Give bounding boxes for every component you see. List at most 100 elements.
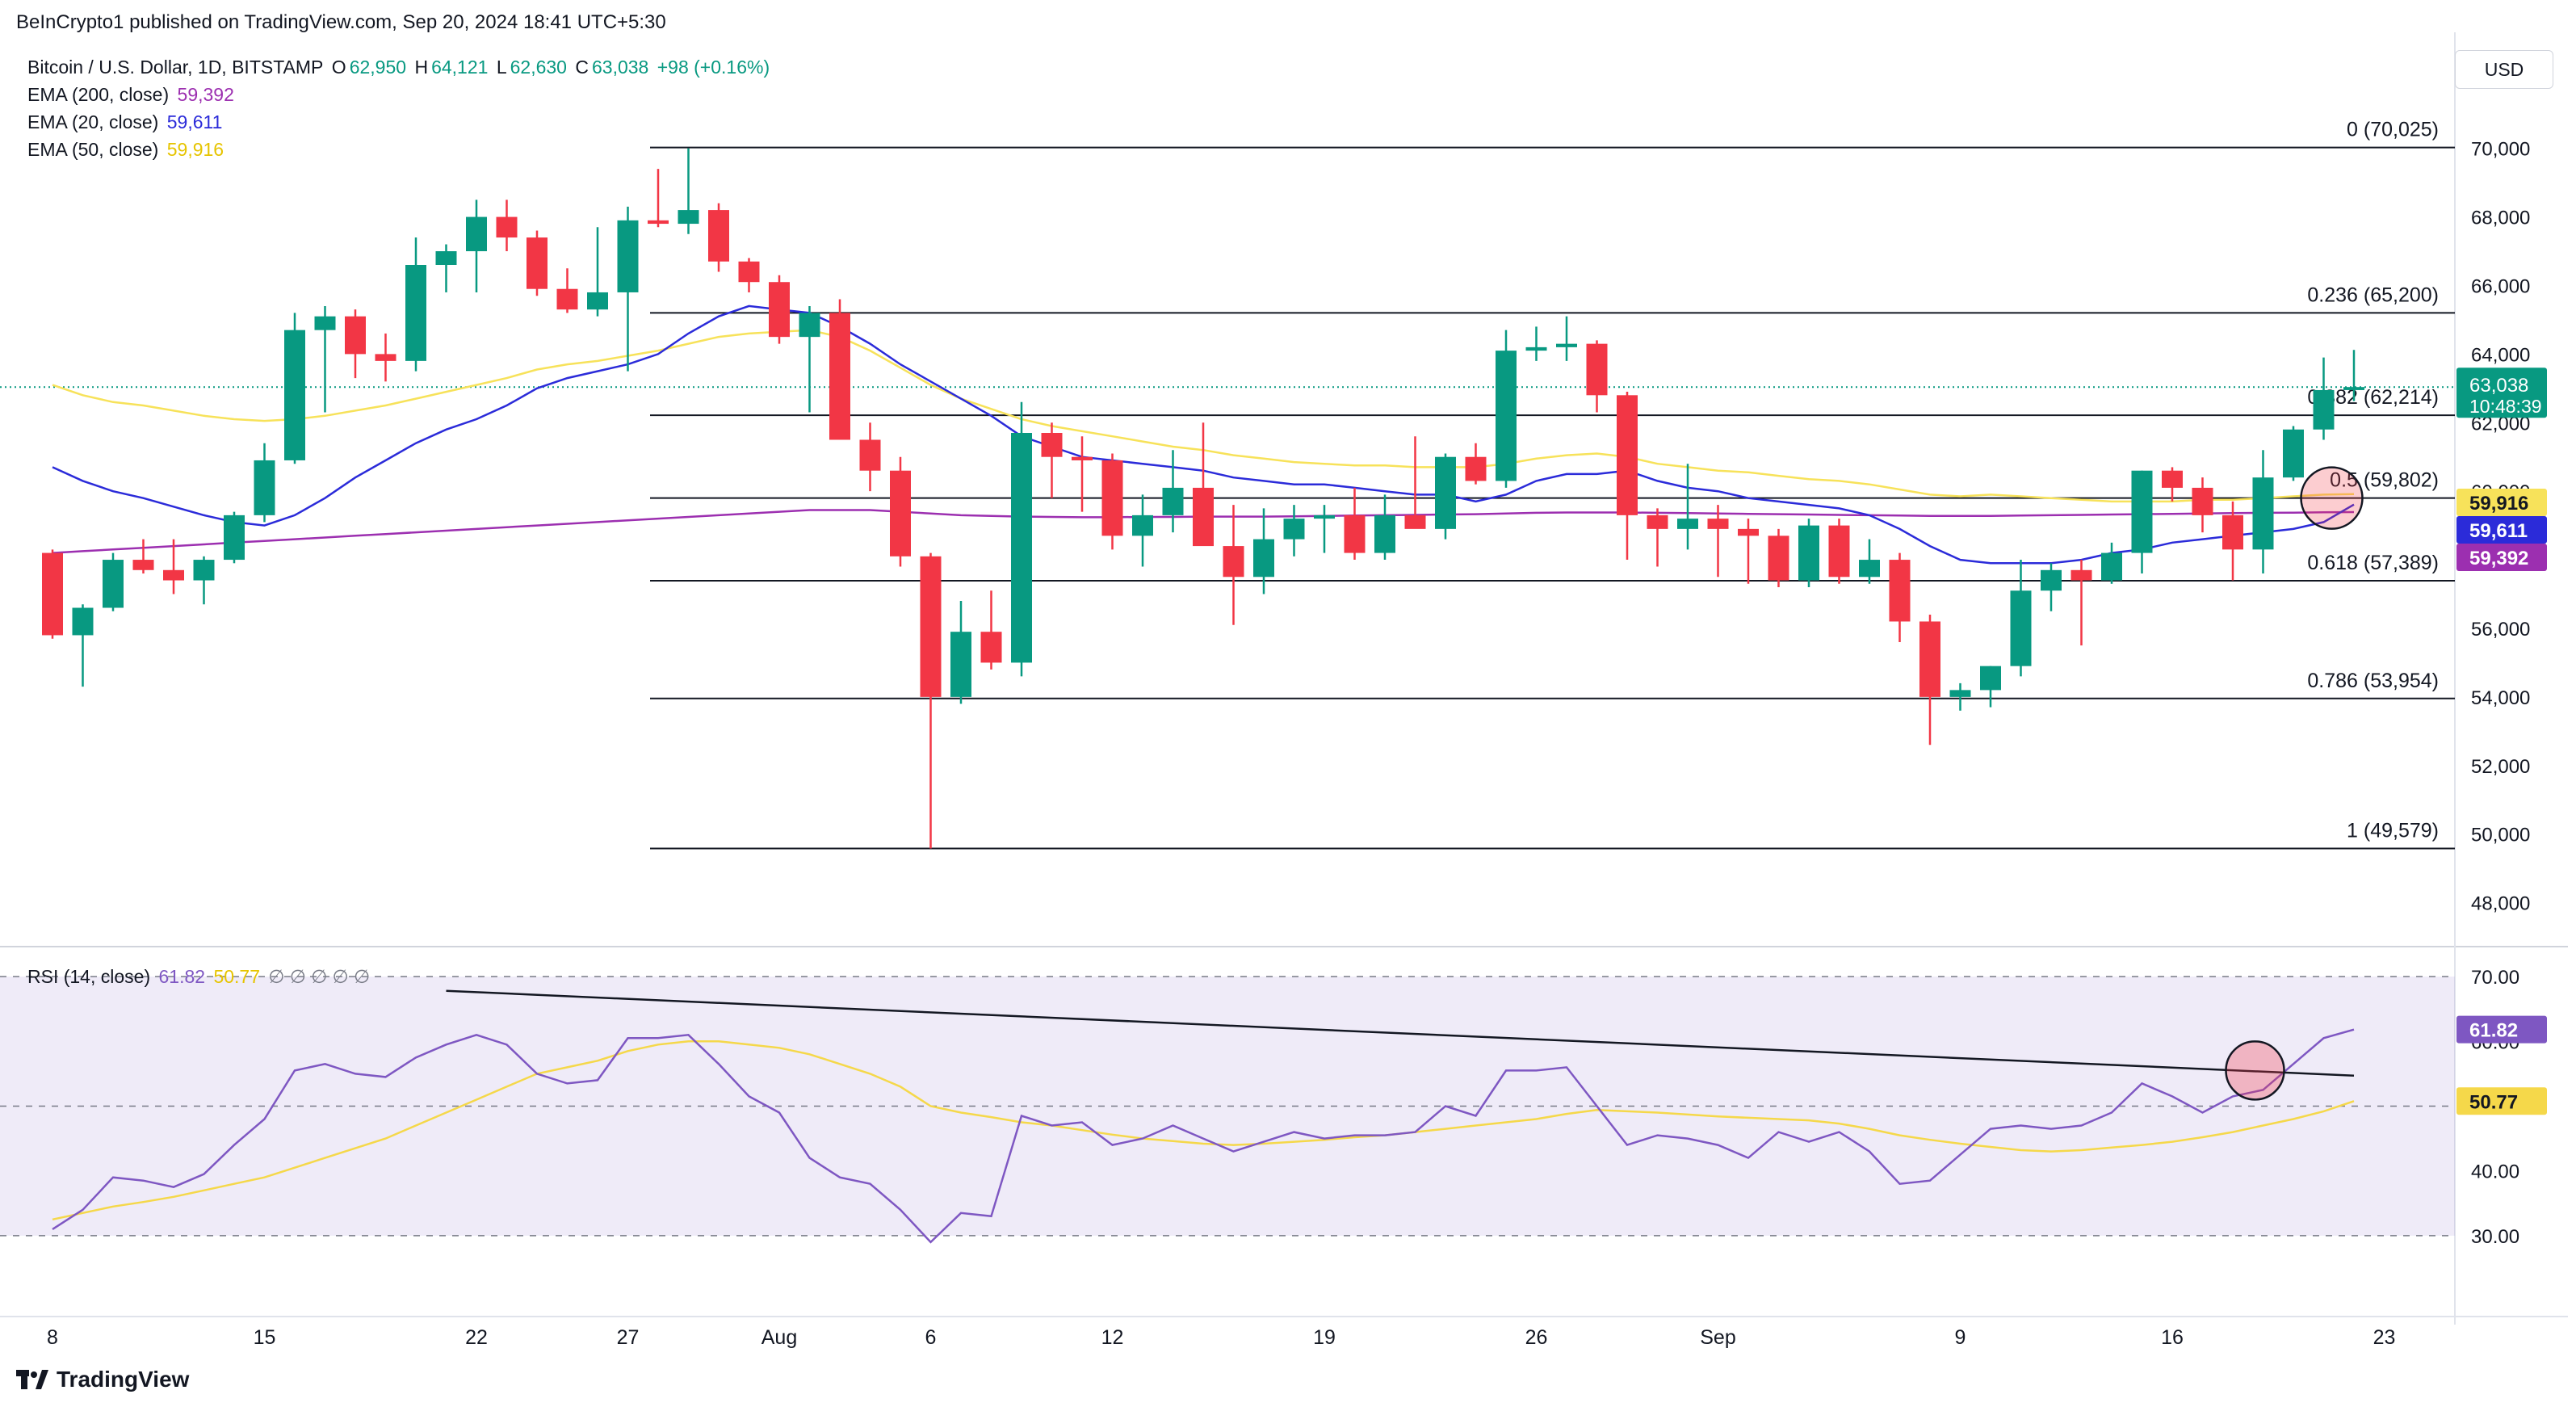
price-tick-label: 70,000 <box>2471 139 2530 161</box>
candle-down <box>980 632 1002 663</box>
time-tick-label: 26 <box>1525 1326 1548 1349</box>
candle-down <box>2192 487 2213 515</box>
ema20-price-tag: 59,611 <box>2469 520 2528 542</box>
candle-down <box>1404 514 1426 529</box>
close-label: C <box>575 57 589 78</box>
candle-up <box>1980 666 2001 691</box>
fib-level-label: 0.236 (65,200) <box>2307 284 2439 306</box>
high-label: H <box>414 57 429 78</box>
rsi-legend[interactable]: RSI (14, close) 61.82 50.77 ∅ ∅ ∅ ∅ ∅ <box>27 966 373 988</box>
time-tick-label: 27 <box>617 1326 640 1349</box>
rsi-value: 61.82 <box>158 966 206 987</box>
fib-level-label: 1 (49,579) <box>2347 820 2439 842</box>
ema-cross-marker <box>2300 466 2364 530</box>
change-value: +98 (+0.16%) <box>657 57 770 78</box>
last-price-tag: 63,038 <box>2469 375 2528 397</box>
price-tick-label: 66,000 <box>2471 275 2530 297</box>
candle-up <box>1556 343 1577 347</box>
candle-up <box>224 514 245 561</box>
candle-down <box>2162 470 2183 488</box>
candle-down <box>132 560 154 570</box>
price-tick-label: 54,000 <box>2471 687 2530 709</box>
candle-down <box>527 237 548 289</box>
candle-down <box>2222 514 2243 550</box>
rsi-ma-tag-bg <box>2456 1087 2547 1115</box>
candle-up <box>405 265 426 361</box>
candle-down <box>1101 460 1123 536</box>
candle-up <box>1496 351 1517 481</box>
symbol-title: Bitcoin / U.S. Dollar, 1D, BITSTAMP <box>27 57 324 78</box>
ema50-price-tag: 59,916 <box>2469 493 2528 514</box>
candle-up <box>1525 346 1547 351</box>
candle-down <box>738 261 760 283</box>
ema20-price-tag-bg <box>2456 516 2547 544</box>
candle-down <box>2070 569 2092 581</box>
candle-down <box>345 316 366 355</box>
time-tick-label: 23 <box>2373 1326 2396 1349</box>
tradingview-logo[interactable]: TradingView <box>16 1367 189 1392</box>
candle-up <box>72 607 94 636</box>
ema200-value: 59,392 <box>177 84 234 105</box>
ema50-legend[interactable]: EMA (50, close) 59,916 <box>27 139 227 161</box>
ema200-label: EMA (200, close) <box>27 84 170 105</box>
candle-up <box>2313 389 2335 430</box>
time-tick-label: 19 <box>1313 1326 1336 1349</box>
ema20-value: 59,611 <box>166 111 223 132</box>
candle-down <box>1223 546 1244 578</box>
rsi-ma-tag: 50.77 <box>2469 1091 2518 1113</box>
candle-up <box>435 251 457 265</box>
rsi-trendline <box>446 989 2355 1077</box>
candle-down <box>708 210 729 262</box>
candle-up <box>1283 519 1305 540</box>
rsi-rsi-tag-bg <box>2456 1015 2547 1044</box>
candle-up <box>2252 477 2274 550</box>
time-tick-label: 15 <box>254 1326 276 1349</box>
candle-up <box>1798 525 1819 581</box>
candle-up <box>1011 433 1032 663</box>
time-tick-label: Sep <box>1700 1326 1735 1349</box>
candle-up <box>1949 690 1971 697</box>
ema200-price-tag-bg <box>2456 544 2547 571</box>
candle-up <box>1859 560 1880 578</box>
open-value: 62,950 <box>349 57 407 78</box>
candle-down <box>1617 395 1638 515</box>
ema200-price-tag: 59,392 <box>2469 548 2528 569</box>
candle-down <box>1465 456 1487 481</box>
price-tick-label: 48,000 <box>2471 893 2530 915</box>
candle-up <box>1314 514 1335 519</box>
candle-up <box>193 560 215 581</box>
ema200-legend[interactable]: EMA (200, close) 59,392 <box>27 84 237 106</box>
ema20-legend[interactable]: EMA (20, close) 59,611 <box>27 111 225 133</box>
rsi-tick-label: 40.00 <box>2471 1161 2519 1183</box>
candle-down <box>1889 560 1911 622</box>
candle-up <box>2131 470 2153 553</box>
candle-down <box>829 313 850 440</box>
close-value: 63,038 <box>591 57 649 78</box>
candle-down <box>890 470 911 556</box>
price-tick-label: 52,000 <box>2471 756 2530 778</box>
candle-up <box>1132 514 1153 536</box>
rsi-tick-label: 30.00 <box>2471 1226 2519 1248</box>
candle-up <box>587 292 608 310</box>
time-tick-label: 8 <box>47 1326 58 1349</box>
rsi-visibility-icons[interactable]: ∅ ∅ ∅ ∅ ∅ <box>268 966 371 987</box>
candle-down <box>1041 433 1063 457</box>
countdown-tag: 10:48:39 <box>2469 396 2542 417</box>
candle-down <box>1738 528 1759 536</box>
brand-label: TradingView <box>57 1367 190 1392</box>
currency-selector[interactable]: USD <box>2455 50 2553 89</box>
rsi-rsi-tag: 61.82 <box>2469 1020 2518 1042</box>
ema50-price-tag-bg <box>2456 489 2547 516</box>
candle-up <box>1162 487 1184 515</box>
candle-up <box>314 316 336 330</box>
candle-up <box>799 313 820 338</box>
candle-down <box>1072 456 1093 460</box>
low-label: L <box>496 57 507 78</box>
ema50-value: 59,916 <box>166 139 224 160</box>
candle-up <box>2010 590 2032 666</box>
candle-up <box>1677 519 1698 529</box>
time-tick-label: 22 <box>465 1326 488 1349</box>
candle-up <box>466 216 487 252</box>
candle-down <box>1344 514 1366 553</box>
